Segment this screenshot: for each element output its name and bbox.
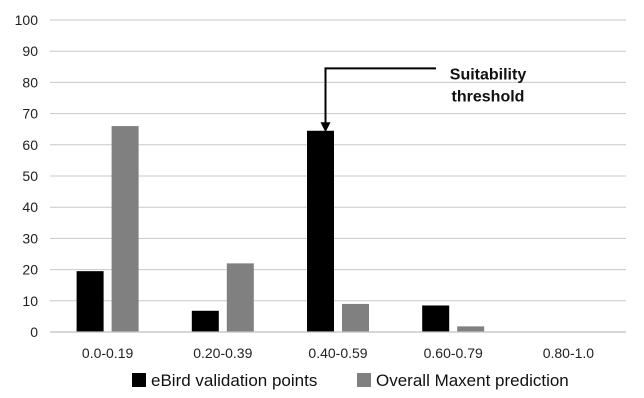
y-tick-label-40: 40 [22, 199, 38, 215]
x-axis-tick-labels: 0.0-0.19 0.20-0.39 0.40-0.59 0.60-0.79 0.80-… [82, 345, 594, 361]
x-tick-label-4: 0.80-1.0 [543, 345, 595, 361]
bar-series0-cat2 [307, 130, 334, 332]
bar-series0-cat3 [422, 305, 450, 332]
y-tick-label-10: 10 [22, 293, 38, 309]
bars [76, 126, 485, 332]
annotation-arrow-line [324, 67, 436, 125]
gridlines [50, 19, 626, 302]
legend: eBird validation points Overall Maxent p… [132, 371, 569, 390]
bar-series1-cat3 [457, 326, 485, 332]
bar-series1-cat2 [342, 303, 369, 332]
y-tick-label-30: 30 [22, 230, 38, 246]
x-tick-label-0: 0.0-0.19 [82, 345, 134, 361]
y-tick-label-80: 80 [22, 74, 38, 90]
legend-label-maxent: Overall Maxent prediction [376, 371, 569, 390]
legend-label-ebird: eBird validation points [151, 371, 317, 390]
bar-series0-cat0 [76, 271, 104, 332]
x-tick-label-3: 0.60-0.79 [424, 345, 483, 361]
y-tick-label-90: 90 [22, 43, 38, 59]
bar-series1-cat0 [111, 126, 139, 332]
annotation-arrow-head [320, 122, 331, 133]
annotation-text-line-1: Suitability [450, 66, 527, 83]
x-tick-label-2: 0.40-0.59 [308, 345, 367, 361]
y-tick-label-60: 60 [22, 137, 38, 153]
annotation-text-line-2: threshold [452, 88, 525, 105]
y-tick-label-100: 100 [15, 12, 39, 28]
annotation: Suitability threshold [320, 66, 527, 133]
y-tick-label-50: 50 [22, 168, 38, 184]
legend-swatch-ebird [132, 373, 146, 387]
y-tick-label-0: 0 [30, 324, 38, 340]
y-tick-label-70: 70 [22, 106, 38, 122]
y-axis-tick-labels: 0 10 20 30 40 50 60 70 80 90 100 [15, 12, 39, 340]
y-tick-label-20: 20 [22, 262, 38, 278]
bar-series0-cat1 [191, 310, 219, 332]
bar-series1-cat1 [226, 263, 254, 332]
legend-swatch-maxent [357, 373, 371, 387]
x-tick-label-1: 0.20-0.39 [193, 345, 252, 361]
